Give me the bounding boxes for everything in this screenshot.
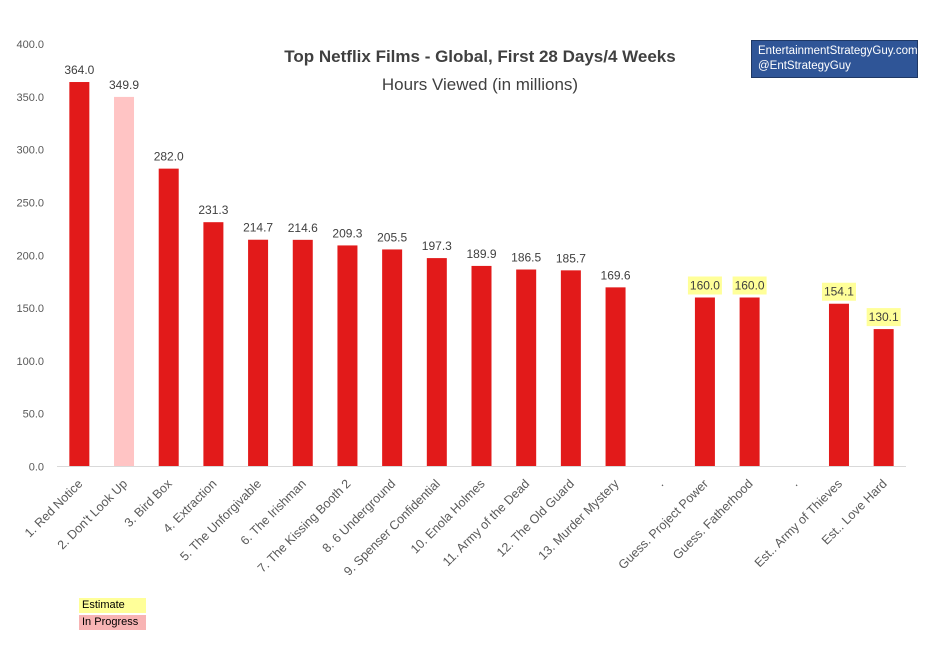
y-tick-label: 250.0 [16,197,44,209]
y-tick-label: 400.0 [16,39,44,51]
x-tick-label: . [788,477,800,489]
x-tick-label: 12. The Old Guard [494,477,577,560]
credit-box: EntertainmentStrategyGuy.com @EntStrateg… [751,40,918,78]
bar [114,96,135,467]
chart-subtitle: Hours Viewed (in millions) [382,75,578,94]
x-tick-label: Est.. Army of Thieves [752,477,845,570]
bar [426,258,447,467]
bar [337,245,358,467]
bar [382,249,403,467]
bar [560,270,581,467]
y-tick-label: 0.0 [29,462,44,474]
data-label: 205.5 [377,230,407,244]
bar [828,303,849,467]
bar [203,222,224,467]
y-tick-label: 200.0 [16,250,44,262]
credit-handle: @EntStrategyGuy [758,60,851,72]
data-label: 209.3 [332,226,362,240]
y-tick-label: 350.0 [16,92,44,104]
bar [694,297,715,467]
bar [739,297,760,467]
bar [292,239,313,467]
bar [605,287,626,467]
bar [158,168,179,467]
bar [248,239,269,467]
data-label: 214.6 [288,221,318,235]
y-tick-label: 150.0 [16,303,44,315]
data-label: 189.9 [466,247,496,261]
data-labels: 364.0 349.9 282.0 231.3 214.7 214.6 209.3 205.5… [64,63,901,327]
x-tick-label: 11. Army of the Dead [440,477,532,569]
data-label: 186.5 [511,251,541,265]
bar [69,82,90,467]
data-label: 185.7 [556,251,586,265]
bar [873,329,894,467]
data-label: 231.3 [198,203,228,217]
data-label: 364.0 [64,63,94,77]
y-tick-label: 100.0 [16,356,44,368]
x-tick-label: 13. Murder Mystery [536,476,623,563]
data-label: 130.1 [869,310,899,324]
estimate-highlight [821,282,856,301]
data-label: 154.1 [824,285,854,299]
x-tick-label: . [654,477,666,489]
estimate-highlight [687,276,722,295]
estimate-highlight [732,276,767,295]
y-axis-ticks: 0.0 50.0 100.0 150.0 200.0 250.0 300.0 350.0 400… [16,39,44,474]
chart-title: Top Netflix Films - Global, First 28 Day… [284,47,675,66]
bar [471,265,492,467]
data-label: 197.3 [422,239,452,253]
data-label: 349.9 [109,78,139,92]
x-tick-label: Guess. Project Power [616,477,711,572]
data-label: 169.6 [601,268,631,282]
legend-in-progress: In Progress [79,615,146,630]
data-label: 160.0 [690,279,720,293]
x-tick-label: 5. The Unforgivable [177,477,264,564]
estimate-highlight [866,308,901,327]
credit-website: EntertainmentStrategyGuy.com [758,45,918,57]
data-label: 282.0 [154,150,184,164]
y-tick-label: 300.0 [16,145,44,157]
data-label: 160.0 [735,279,765,293]
data-label: 214.7 [243,221,273,235]
legend-estimate: Estimate [79,598,146,613]
bar [516,269,537,467]
x-tick-label: Guess. Fatherhood [670,477,756,563]
y-tick-label: 50.0 [23,409,44,421]
bars [69,82,894,467]
